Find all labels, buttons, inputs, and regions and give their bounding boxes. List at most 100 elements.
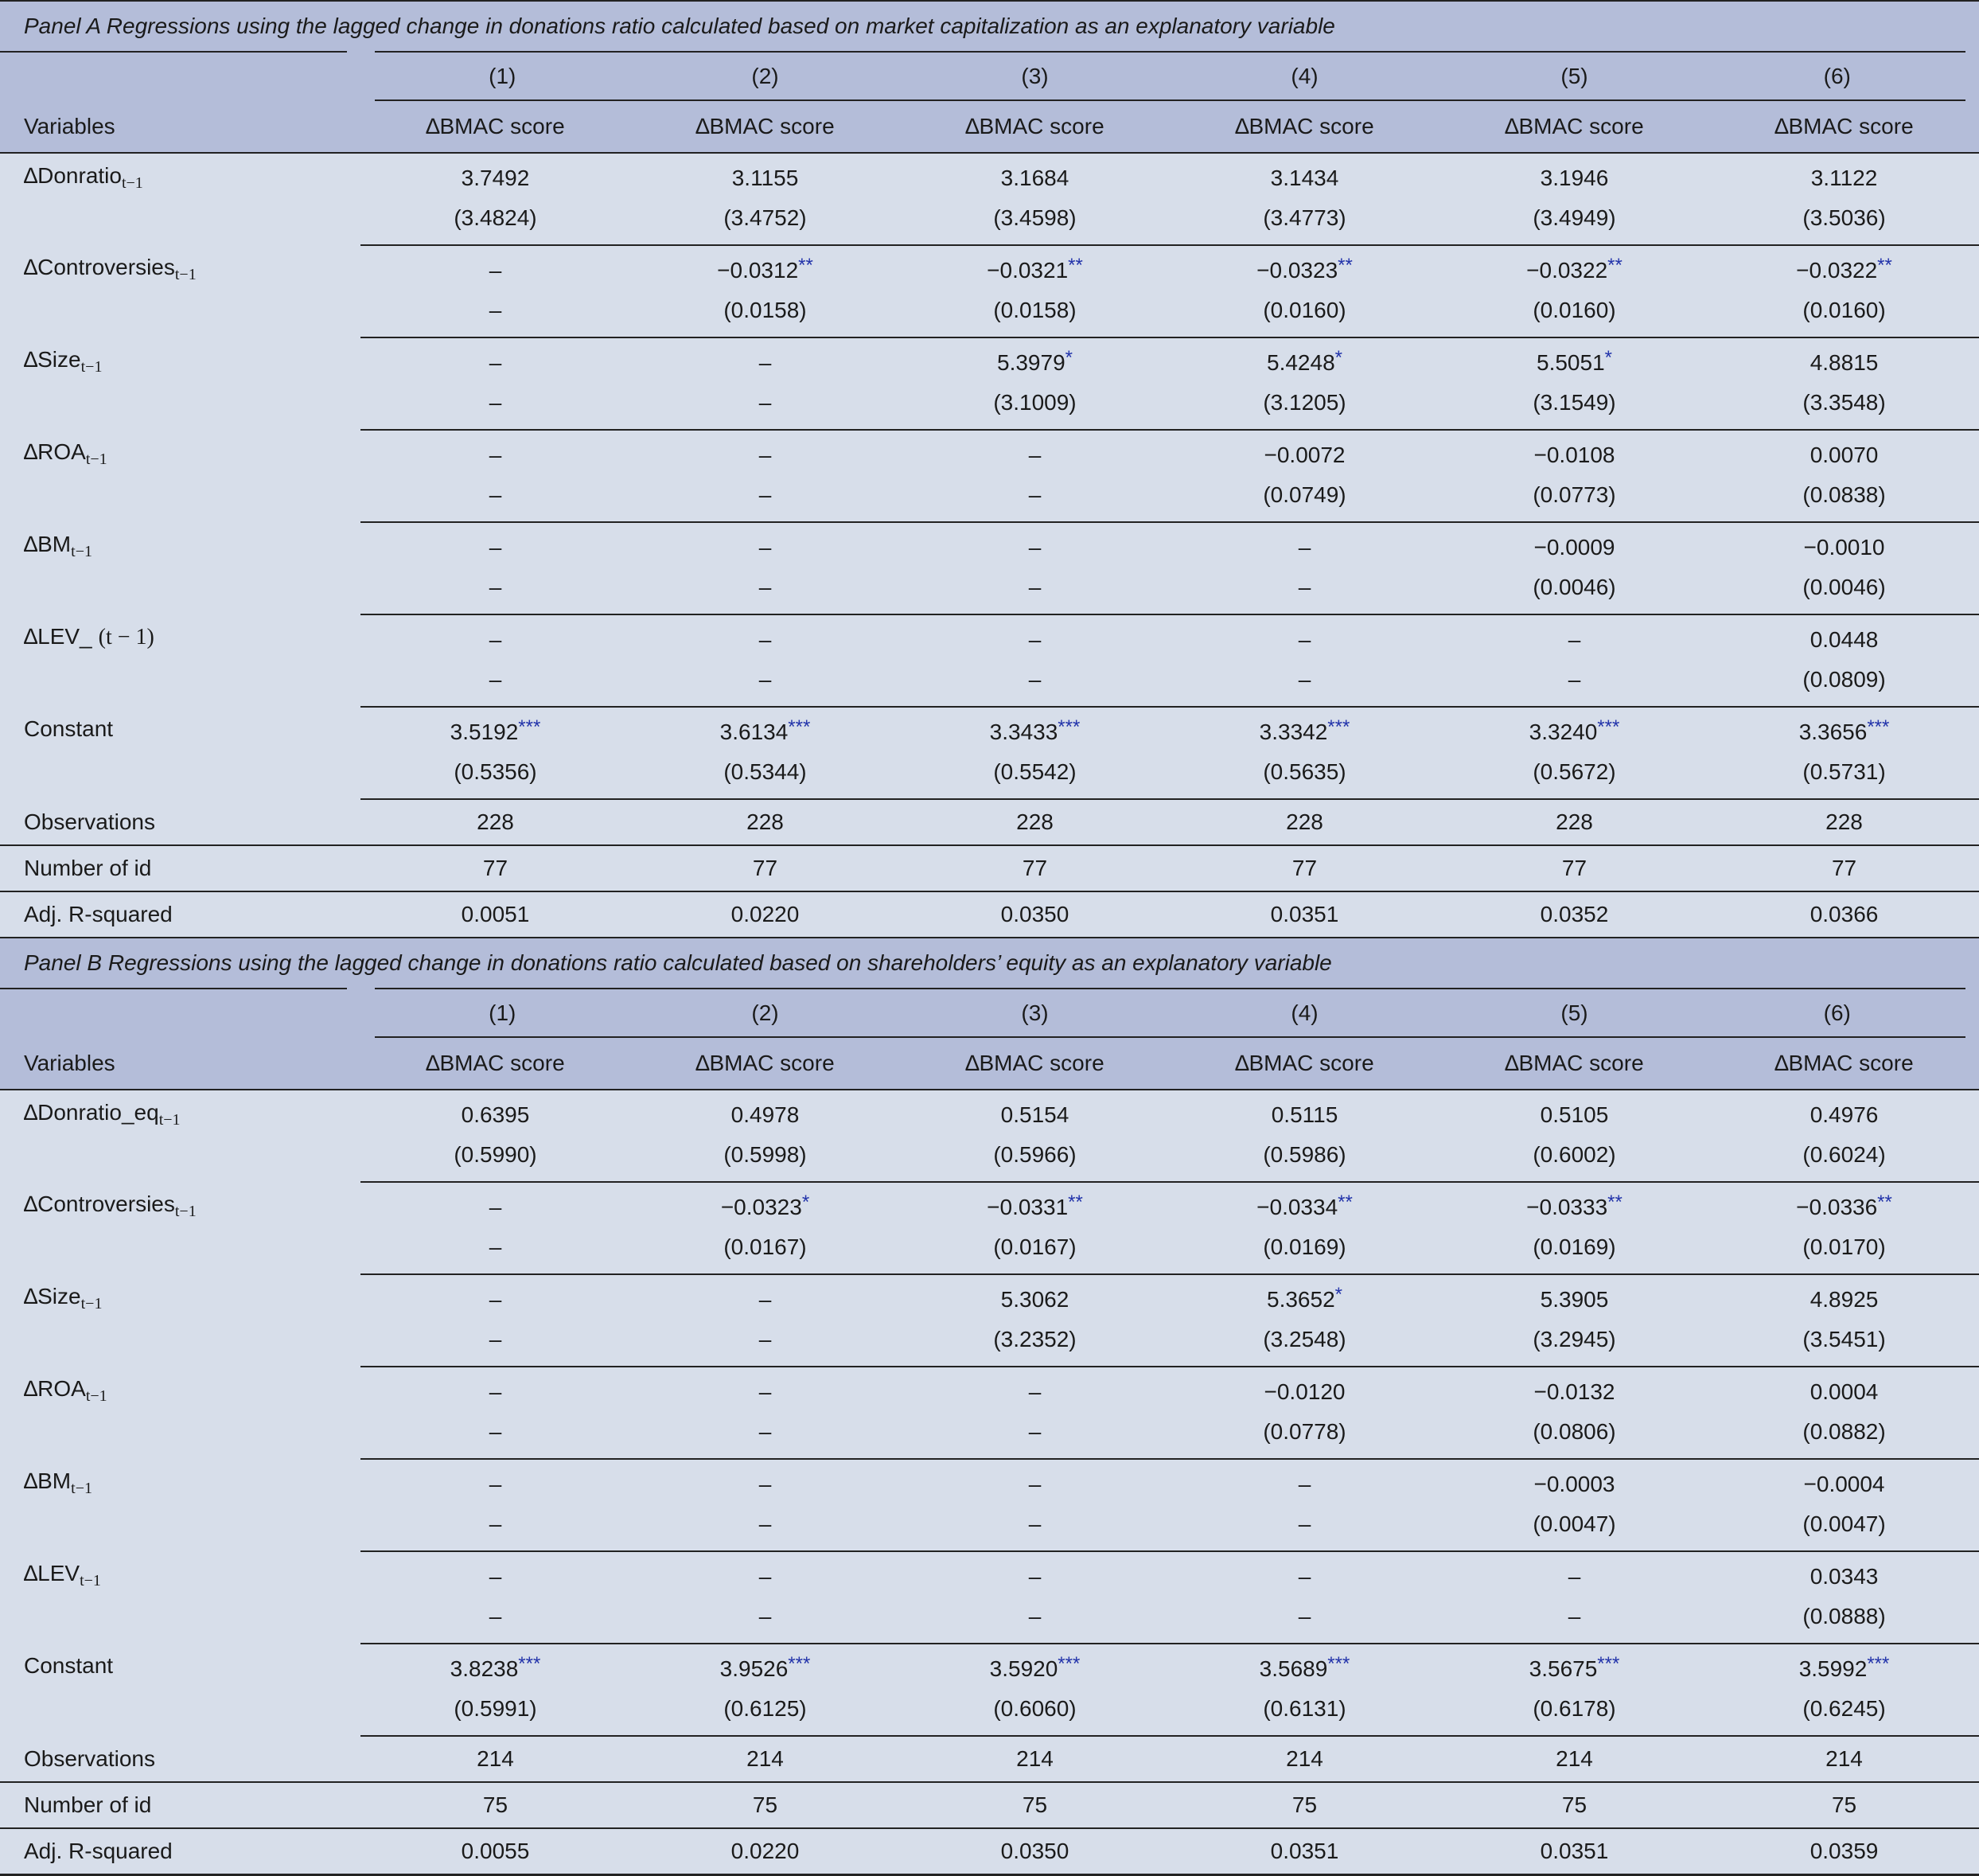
- variable-label: ∆Donratio_eqt−1: [0, 1090, 360, 1182]
- coefficient-value: 0.0004: [1810, 1379, 1879, 1404]
- dependent-variable-label: ∆BMAC score: [360, 100, 630, 154]
- variable-name: ∆Controversies: [24, 255, 175, 279]
- variable-name: ∆ROA: [24, 1376, 86, 1401]
- coefficient-cell: 5.3652*: [1170, 1274, 1439, 1320]
- significance-stars: *: [1334, 347, 1342, 369]
- column-number: (6): [1709, 989, 1979, 1038]
- column-number: (1): [346, 52, 630, 101]
- coefficient-value: –: [1028, 1564, 1042, 1589]
- coefficient-cell: –: [900, 522, 1170, 567]
- coefficient-value: –: [758, 443, 772, 467]
- empty-header-cell: [0, 52, 360, 100]
- standard-error-row: – – – (0.0778) (0.0806) (0.0882): [0, 1412, 1979, 1460]
- standard-error-value: –: [630, 1504, 900, 1552]
- coefficient-value: 5.4248: [1267, 350, 1335, 375]
- panel-title: Panel A Regressions using the lagged cha…: [0, 0, 1979, 53]
- standard-error-value: (3.5451): [1709, 1320, 1979, 1367]
- dependent-variable-label: ∆BMAC score: [630, 1037, 900, 1090]
- coefficient-value: –: [1028, 1472, 1042, 1496]
- coefficient-value: 0.0070: [1810, 443, 1879, 467]
- coefficient-cell: –: [360, 614, 630, 660]
- standard-error-value: (0.5356): [360, 752, 630, 800]
- variable-label: ∆Controversiest−1: [0, 1182, 360, 1274]
- standard-error-value: (3.4752): [630, 198, 900, 246]
- coefficient-cell: –: [360, 1274, 630, 1320]
- coefficient-row: ∆BMt−1 – – – – −0.0003 −0.0004: [0, 1459, 1979, 1504]
- coefficient-cell: 3.9526***: [630, 1644, 900, 1689]
- coefficient-value: –: [1028, 1379, 1042, 1404]
- variable-name: ∆Donratio_eq: [24, 1100, 159, 1125]
- variable-subscript: t−1: [158, 1111, 181, 1129]
- coefficient-cell: 0.5105: [1439, 1090, 1709, 1135]
- coefficient-value: –: [758, 535, 772, 560]
- standard-error-row: – – (3.2352) (3.2548) (3.2945) (3.5451): [0, 1320, 1979, 1367]
- empty-header-cell: [0, 989, 360, 1037]
- coefficient-value: 3.3240: [1529, 720, 1598, 744]
- coefficient-value: 0.6395: [461, 1102, 530, 1127]
- coefficient-value: −0.0132: [1533, 1379, 1615, 1404]
- statistic-value: 75: [1439, 1782, 1709, 1829]
- column-number: (5): [1439, 989, 1709, 1038]
- coefficient-cell: 3.5192***: [360, 707, 630, 752]
- coefficient-cell: 3.5992***: [1709, 1644, 1979, 1689]
- coefficient-value: −0.0004: [1803, 1472, 1885, 1496]
- statistic-value: 214: [1709, 1736, 1979, 1783]
- standard-error-value: –: [1170, 567, 1439, 615]
- coefficient-value: –: [758, 350, 772, 375]
- significance-stars: *: [1065, 347, 1073, 369]
- standard-error-value: (0.6178): [1439, 1689, 1709, 1737]
- variable-label: ∆BMt−1: [0, 522, 360, 614]
- standard-error-value: (0.0047): [1439, 1504, 1709, 1552]
- coefficient-cell: 3.1946: [1439, 153, 1709, 198]
- statistic-value: 214: [630, 1736, 900, 1783]
- coefficient-value: −0.0333: [1526, 1195, 1608, 1219]
- statistic-value: 75: [1170, 1782, 1439, 1829]
- coefficient-row: ∆Sizet−1– –5.3979* 5.4248* 5.5051* 4.8815: [0, 337, 1979, 383]
- coefficient-value: 0.0343: [1810, 1564, 1879, 1589]
- statistic-value: 214: [1439, 1736, 1709, 1783]
- significance-stars: **: [1607, 1192, 1623, 1213]
- variable-name: Constant: [24, 716, 114, 741]
- dependent-variable-label: ∆BMAC score: [360, 1037, 630, 1090]
- variable-subscript: t−1: [121, 174, 143, 192]
- variable-subscript: t−1: [80, 1295, 103, 1312]
- statistic-value: 0.0351: [1170, 1828, 1439, 1876]
- standard-error-row: (3.4824) (3.4752) (3.4598) (3.4773) (3.4949)…: [0, 198, 1979, 246]
- coefficient-row: ∆LEVt−1 – – – – – 0.0343: [0, 1551, 1979, 1597]
- coefficient-value: 3.6134: [719, 720, 789, 744]
- coefficient-value: –: [1028, 627, 1042, 652]
- standard-error-value: (0.0169): [1170, 1227, 1439, 1275]
- coefficient-value: –: [489, 1287, 502, 1312]
- coefficient-value: 3.8238: [450, 1656, 519, 1681]
- coefficient-value: –: [758, 1379, 772, 1404]
- coefficient-value: 3.3433: [989, 720, 1058, 744]
- standard-error-value: (0.5966): [900, 1135, 1170, 1183]
- coefficient-cell: −0.0072: [1170, 430, 1439, 475]
- coefficient-cell: –: [900, 1551, 1170, 1597]
- standard-error-value: (0.5991): [360, 1689, 630, 1737]
- coefficient-value: –: [489, 443, 502, 467]
- coefficient-cell: –: [1439, 1551, 1709, 1597]
- coefficient-cell: 0.0004: [1709, 1367, 1979, 1412]
- standard-error-row: – (0.0158) (0.0158) (0.0160) (0.0160) (0.0160…: [0, 291, 1979, 338]
- coefficient-cell: 3.3656***: [1709, 707, 1979, 752]
- coefficient-cell: –: [360, 245, 630, 291]
- variable-subscript: t−1: [85, 1387, 107, 1405]
- significance-stars: ***: [1597, 1653, 1620, 1675]
- coefficient-cell: 0.4978: [630, 1090, 900, 1135]
- coefficient-cell: –: [360, 430, 630, 475]
- standard-error-value: (3.3548): [1709, 383, 1979, 431]
- variable-name: ∆BM: [24, 532, 72, 556]
- coefficient-value: 3.5992: [1798, 1656, 1868, 1681]
- coefficient-value: –: [1298, 627, 1311, 652]
- coefficient-value: –: [1028, 443, 1042, 467]
- coefficient-row: ∆BMt−1 – – – – −0.0009 −0.0010: [0, 522, 1979, 567]
- coefficient-value: 0.5154: [1000, 1102, 1069, 1127]
- standard-error-value: (0.6131): [1170, 1689, 1439, 1737]
- column-number: (1): [346, 989, 630, 1038]
- significance-stars: *: [1604, 347, 1612, 369]
- coefficient-cell: −0.0322**: [1709, 245, 1979, 291]
- coefficient-row: ∆LEV_ (t − 1) – – – – – 0.0448: [0, 614, 1979, 660]
- panel-title-row: Panel A Regressions using the lagged cha…: [0, 0, 1979, 53]
- coefficient-cell: –: [360, 1459, 630, 1504]
